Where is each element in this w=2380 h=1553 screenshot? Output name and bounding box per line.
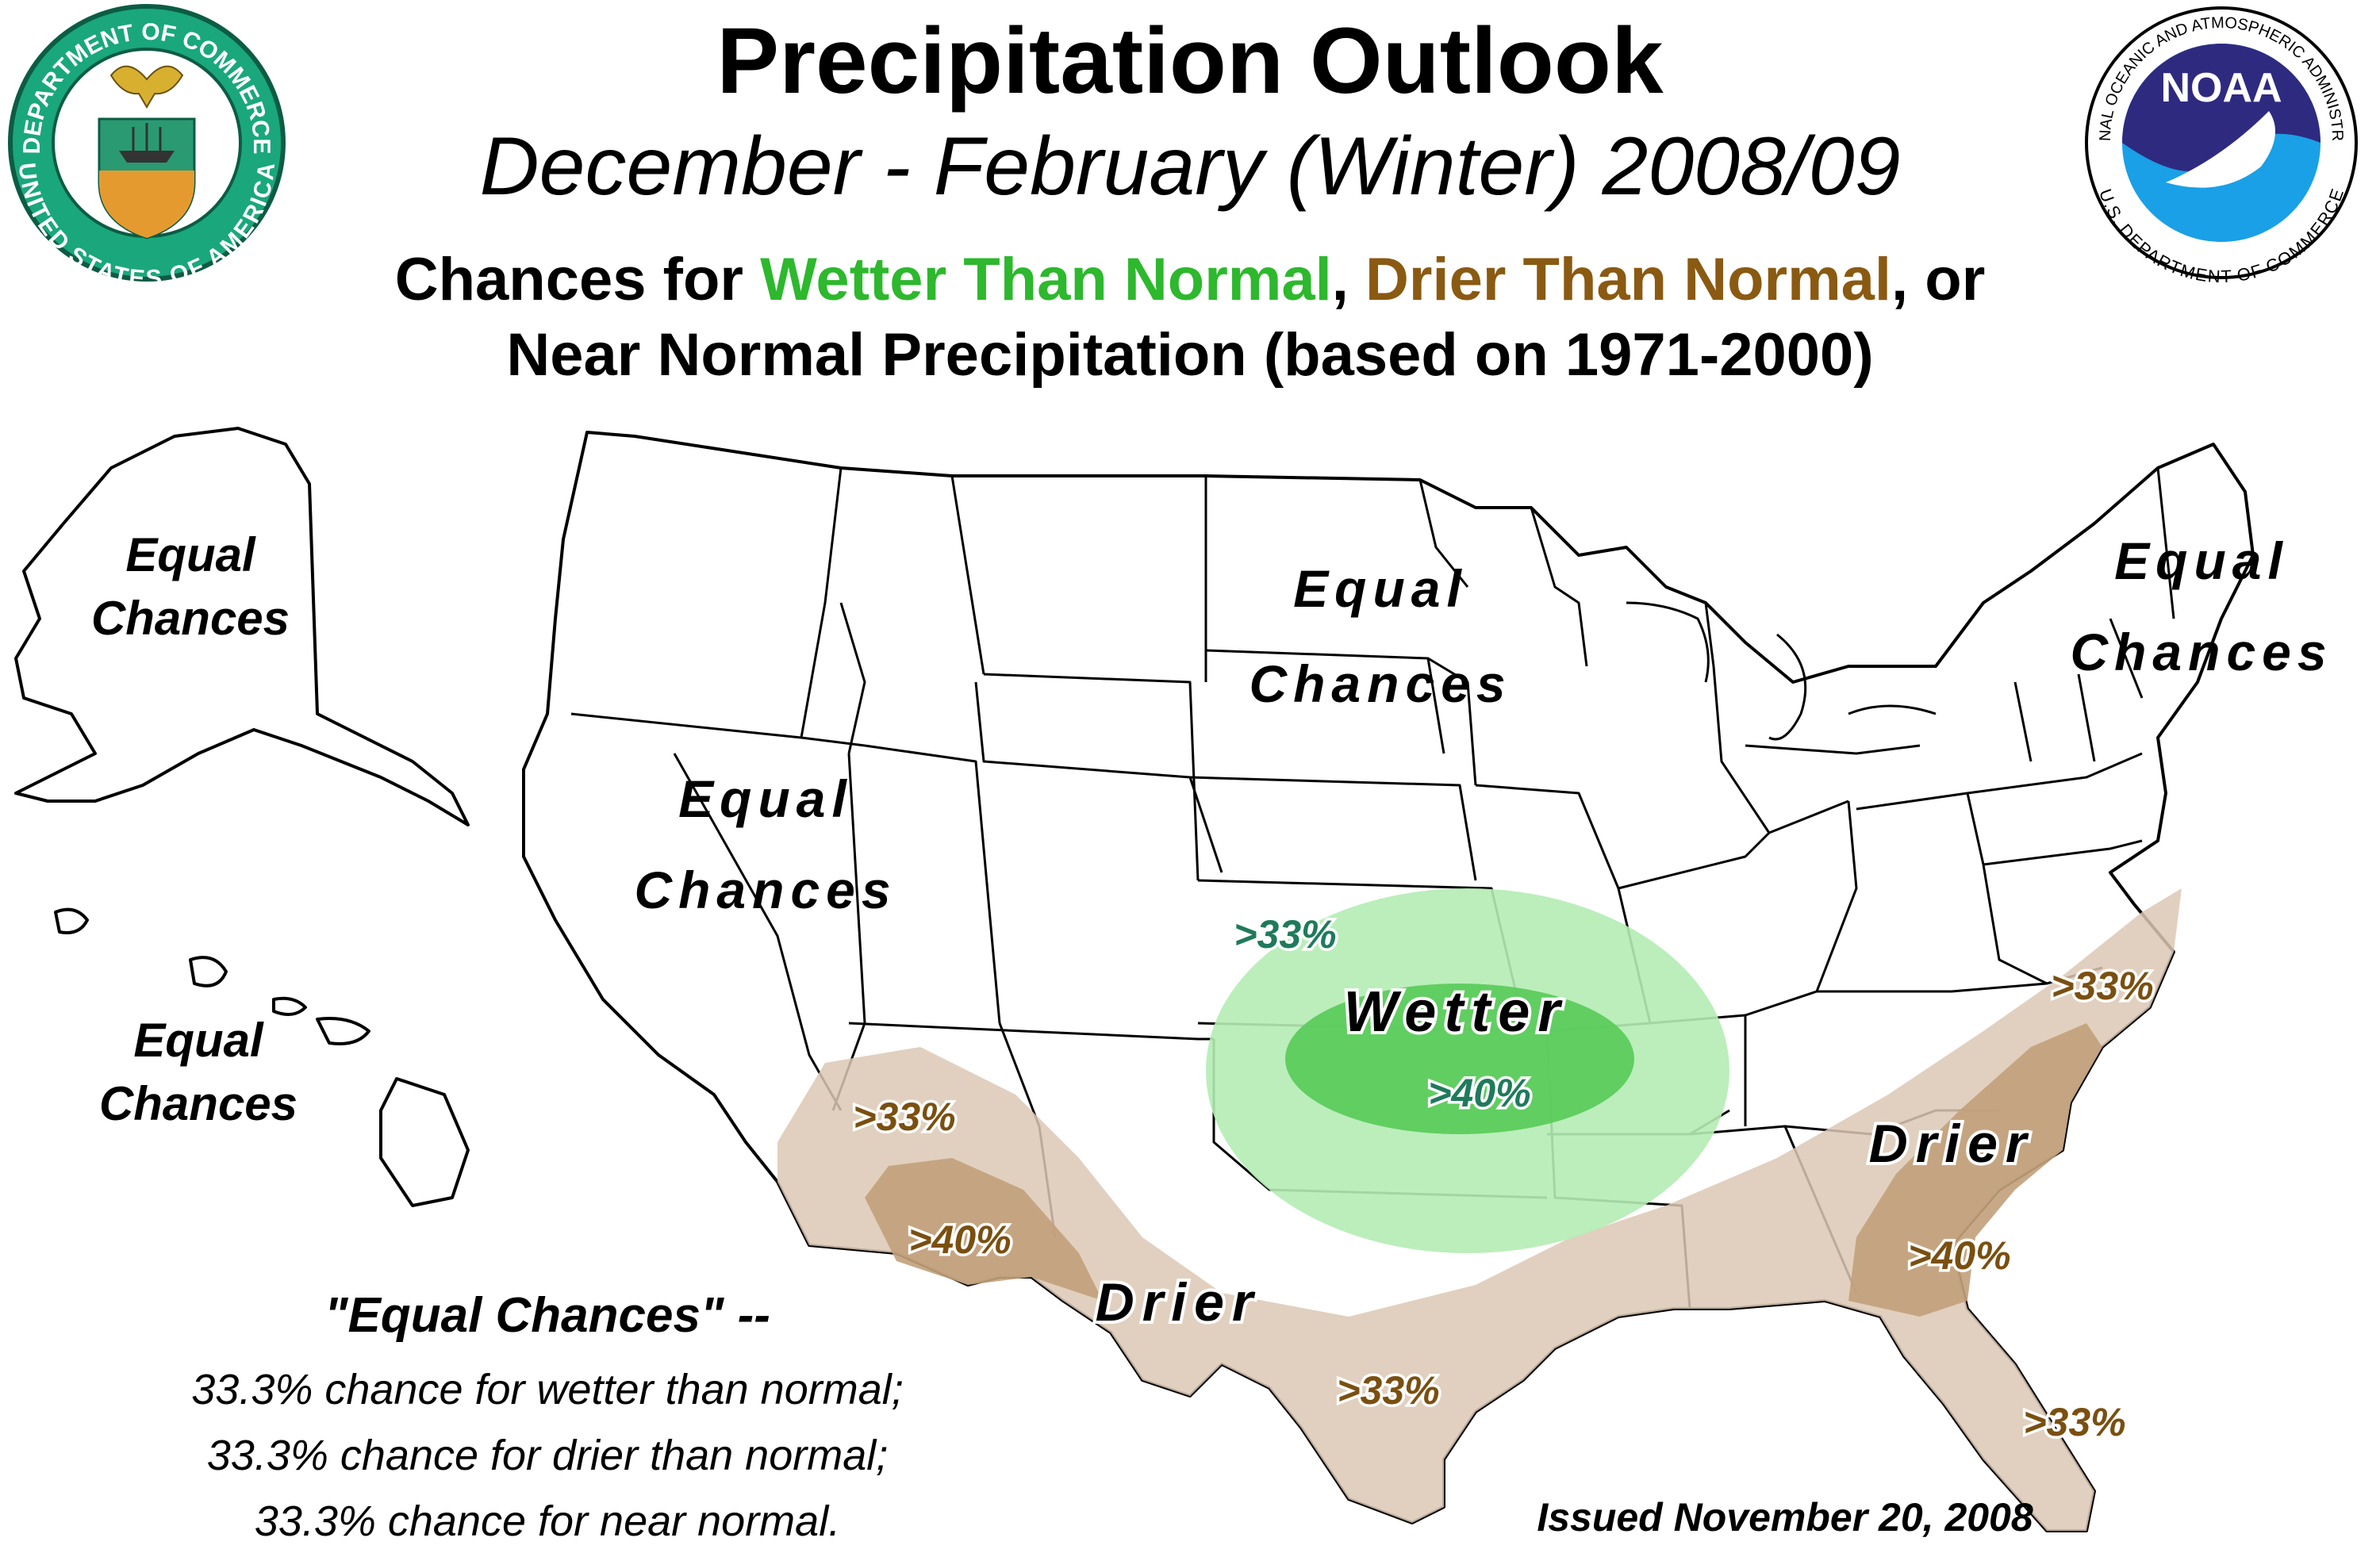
wetter-region-dark — [1285, 984, 1634, 1134]
great-lakes — [1626, 601, 1937, 741]
page-title: Precipitation Outlook — [716, 9, 1664, 113]
noaa-logo-text: NOAA — [2160, 65, 2282, 111]
wet-40-label: >40% — [1428, 1071, 1530, 1115]
fl-33-label: >33% — [2023, 1400, 2125, 1444]
wetter-than-normal-text: Wetter Than Normal — [760, 246, 1332, 313]
chances-suffix: , or — [1891, 246, 1986, 313]
wet-33-label: >33% — [1234, 912, 1336, 957]
page-subtitle: December - February (Winter) 2008/09 — [479, 121, 1901, 213]
northeast-chances-label: Chances — [2070, 623, 2332, 681]
hawaii-equal-label: Equal — [133, 1014, 264, 1067]
equal-chances-heading: "Equal Chances" -- — [324, 1288, 770, 1343]
svg-text:NATIONAL OCEANIC AND ATMOSPHER: NATIONAL OCEANIC AND ATMOSPHERIC ADMINIS… — [0, 0, 2346, 141]
nc-33-label: >33% — [2051, 964, 2153, 1008]
alaska-chances-label: Chances — [91, 592, 290, 645]
hawaii-islands — [54, 907, 470, 1207]
alaska-equal-label: Equal — [125, 528, 256, 581]
equal-chances-line-3: 33.3% chance for near normal. — [254, 1497, 841, 1545]
plains-chances-label: Chances — [1249, 654, 1511, 713]
drier-southeast-label: Drier — [1869, 1114, 2035, 1174]
equal-chances-line-2: 33.3% chance for drier than normal; — [206, 1432, 889, 1479]
noaa-top-text: NATIONAL OCEANIC AND ATMOSPHERIC ADMINIS… — [0, 0, 2346, 141]
equal-chances-line-1: 33.3% chance for wetter than normal; — [191, 1366, 904, 1413]
wetter-category-label: Wetter — [1344, 980, 1568, 1044]
west-equal-label: Equal — [678, 769, 853, 828]
ga-40-label: >40% — [1908, 1233, 2010, 1278]
chances-line-2: Near Normal Precipitation (based on 1971… — [506, 321, 1874, 389]
drier-southwest-label: Drier — [1096, 1272, 1261, 1333]
alaska-outline — [14, 427, 470, 826]
drier-region-dark-southeast — [1848, 1023, 2102, 1317]
noaa-logo: NOAA NATIONAL OCEANIC AND ATMOSPHERIC AD… — [0, 0, 2358, 286]
commerce-seal-logo: DEPARTMENT OF COMMERCE UNITED STATES OF … — [8, 4, 286, 292]
tx-33-label: >33% — [1337, 1368, 1439, 1413]
issued-date: Issued November 20, 2008 — [1537, 1495, 2033, 1540]
drier-than-normal-text: Drier Than Normal — [1365, 246, 1892, 313]
az-33-label: >33% — [853, 1095, 955, 1139]
az-40-label: >40% — [908, 1217, 1011, 1262]
plains-equal-label: Equal — [1293, 559, 1468, 618]
hawaii-chances-label: Chances — [99, 1077, 298, 1130]
northeast-equal-label: Equal — [2114, 531, 2289, 590]
west-chances-label: Chances — [634, 861, 896, 919]
chances-comma: , — [1331, 246, 1365, 313]
drier-region-dark-southwest — [865, 1158, 1103, 1301]
chances-line-1: Chances for Wetter Than Normal, Drier Th… — [198, 250, 2182, 310]
chances-prefix: Chances for — [394, 246, 761, 313]
